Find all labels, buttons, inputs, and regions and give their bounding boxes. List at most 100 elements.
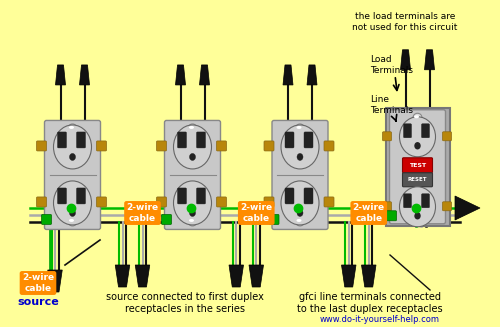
Ellipse shape xyxy=(189,219,194,222)
Polygon shape xyxy=(455,196,480,220)
Ellipse shape xyxy=(296,124,304,133)
Ellipse shape xyxy=(415,213,420,219)
Polygon shape xyxy=(56,65,66,85)
FancyBboxPatch shape xyxy=(36,197,46,207)
Ellipse shape xyxy=(190,153,196,161)
Ellipse shape xyxy=(297,210,303,216)
FancyBboxPatch shape xyxy=(402,158,432,173)
Polygon shape xyxy=(80,65,90,85)
FancyBboxPatch shape xyxy=(285,132,294,148)
Polygon shape xyxy=(135,265,150,287)
FancyBboxPatch shape xyxy=(269,215,279,224)
FancyBboxPatch shape xyxy=(386,211,396,221)
FancyBboxPatch shape xyxy=(96,197,106,207)
Text: Line
Terminals: Line Terminals xyxy=(370,95,413,115)
Ellipse shape xyxy=(413,211,422,220)
Polygon shape xyxy=(400,50,410,70)
Ellipse shape xyxy=(190,210,196,216)
Ellipse shape xyxy=(188,124,197,133)
Ellipse shape xyxy=(400,117,436,157)
Ellipse shape xyxy=(281,181,319,225)
Ellipse shape xyxy=(54,125,92,169)
FancyBboxPatch shape xyxy=(382,202,392,211)
FancyBboxPatch shape xyxy=(162,215,172,224)
FancyBboxPatch shape xyxy=(156,141,166,151)
FancyBboxPatch shape xyxy=(404,194,411,208)
Ellipse shape xyxy=(70,210,75,216)
Ellipse shape xyxy=(188,217,197,226)
Ellipse shape xyxy=(414,115,419,118)
Polygon shape xyxy=(424,50,434,70)
Text: 2-wire
cable: 2-wire cable xyxy=(240,203,272,223)
FancyBboxPatch shape xyxy=(216,141,226,151)
FancyBboxPatch shape xyxy=(386,108,450,226)
FancyBboxPatch shape xyxy=(42,215,51,224)
Ellipse shape xyxy=(415,143,420,149)
Text: RESET: RESET xyxy=(408,177,427,182)
Ellipse shape xyxy=(69,126,74,129)
Polygon shape xyxy=(342,265,356,287)
FancyBboxPatch shape xyxy=(264,197,274,207)
Text: source: source xyxy=(17,297,59,307)
Polygon shape xyxy=(48,270,62,292)
FancyBboxPatch shape xyxy=(324,197,334,207)
FancyBboxPatch shape xyxy=(76,188,86,204)
FancyBboxPatch shape xyxy=(390,110,446,224)
FancyBboxPatch shape xyxy=(44,120,100,230)
FancyBboxPatch shape xyxy=(216,197,226,207)
Ellipse shape xyxy=(174,181,212,225)
FancyBboxPatch shape xyxy=(178,132,186,148)
Text: source connected to first duplex
receptacles in the series: source connected to first duplex recepta… xyxy=(106,292,264,314)
FancyBboxPatch shape xyxy=(58,132,66,148)
FancyBboxPatch shape xyxy=(422,124,430,138)
Text: www.do-it-yourself-help.com: www.do-it-yourself-help.com xyxy=(320,316,440,324)
FancyBboxPatch shape xyxy=(304,188,313,204)
Polygon shape xyxy=(229,265,244,287)
Polygon shape xyxy=(283,65,293,85)
Polygon shape xyxy=(200,65,209,85)
FancyBboxPatch shape xyxy=(442,132,452,141)
Polygon shape xyxy=(307,65,317,85)
Ellipse shape xyxy=(400,187,436,227)
FancyBboxPatch shape xyxy=(442,202,452,211)
FancyBboxPatch shape xyxy=(264,141,274,151)
FancyBboxPatch shape xyxy=(404,124,411,138)
Ellipse shape xyxy=(189,126,194,129)
Text: 2-wire
cable: 2-wire cable xyxy=(126,203,158,223)
FancyBboxPatch shape xyxy=(156,197,166,207)
Ellipse shape xyxy=(413,113,422,122)
FancyBboxPatch shape xyxy=(422,194,430,208)
Polygon shape xyxy=(115,265,130,287)
FancyBboxPatch shape xyxy=(324,141,334,151)
Ellipse shape xyxy=(54,181,92,225)
FancyBboxPatch shape xyxy=(285,188,294,204)
Ellipse shape xyxy=(69,219,74,222)
Text: the load terminals are
not used for this circuit: the load terminals are not used for this… xyxy=(352,12,458,32)
FancyBboxPatch shape xyxy=(382,132,392,141)
Ellipse shape xyxy=(70,153,75,161)
Ellipse shape xyxy=(414,213,419,216)
FancyBboxPatch shape xyxy=(196,188,205,204)
FancyBboxPatch shape xyxy=(36,141,46,151)
Ellipse shape xyxy=(174,125,212,169)
FancyBboxPatch shape xyxy=(178,188,186,204)
FancyBboxPatch shape xyxy=(164,120,220,230)
Text: 2-wire
cable: 2-wire cable xyxy=(22,273,54,293)
Ellipse shape xyxy=(296,219,302,222)
Text: 2-wire
cable: 2-wire cable xyxy=(352,203,385,223)
FancyBboxPatch shape xyxy=(196,132,205,148)
Text: TEST: TEST xyxy=(409,163,426,168)
Ellipse shape xyxy=(297,153,303,161)
Ellipse shape xyxy=(68,217,77,226)
FancyBboxPatch shape xyxy=(402,173,432,187)
Text: Load
Terminals: Load Terminals xyxy=(370,55,413,75)
Polygon shape xyxy=(249,265,264,287)
FancyBboxPatch shape xyxy=(272,120,328,230)
Ellipse shape xyxy=(68,124,77,133)
Polygon shape xyxy=(362,265,376,287)
Polygon shape xyxy=(176,65,186,85)
Ellipse shape xyxy=(281,125,319,169)
FancyBboxPatch shape xyxy=(76,132,86,148)
Text: gfci line terminals connected
to the last duplex receptacles: gfci line terminals connected to the las… xyxy=(297,292,443,314)
Ellipse shape xyxy=(296,217,304,226)
